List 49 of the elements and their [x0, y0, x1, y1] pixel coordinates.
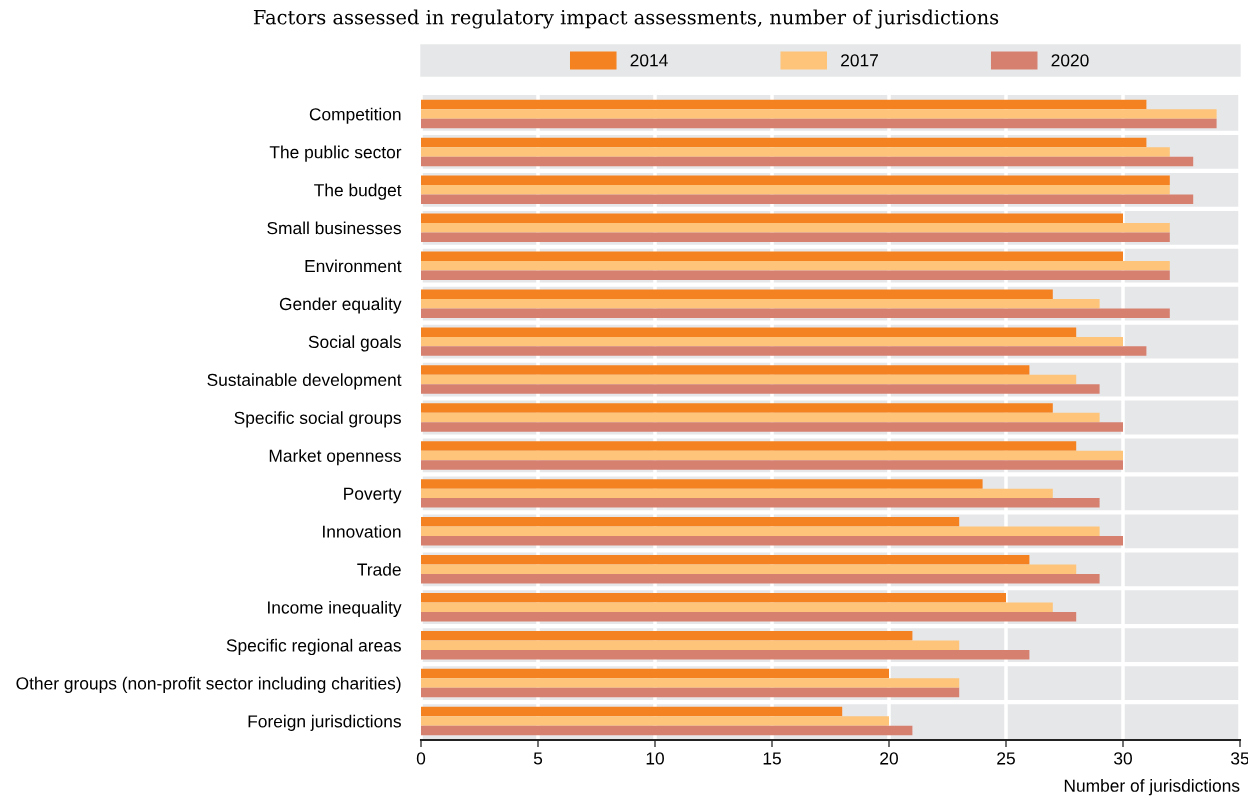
y-tick-label: Other groups (non-profit sector including charities) [16, 676, 401, 693]
y-tick-label: Competition [309, 107, 401, 124]
bar [421, 223, 1170, 233]
bar [421, 336, 1123, 347]
bar [421, 99, 1147, 110]
bar [421, 450, 1123, 461]
bar [421, 185, 1170, 195]
x-axis-title: Number of jurisdictions [1064, 779, 1240, 796]
legend-label: 2020 [1051, 54, 1089, 67]
bar [421, 526, 1100, 537]
bar [421, 374, 1077, 385]
y-tick-label: Environment [305, 259, 402, 273]
y-tick-label: Foreign jurisdictions [248, 714, 401, 731]
x-tick-label: 35 [1231, 752, 1248, 765]
bar [421, 298, 1100, 309]
chart-subtitle: Factors assessed in regulatory impact assessments, number of jurisdictions [253, 9, 999, 29]
bar [421, 725, 913, 736]
bar [421, 109, 1217, 119]
bar [421, 260, 1170, 271]
x-tick-label: 15 [763, 752, 781, 765]
y-tick-label: The budget [314, 183, 402, 200]
legend-label: 2014 [630, 54, 668, 67]
y-tick-label: The public sector [269, 145, 402, 162]
y-tick-label: Sustainable development [207, 373, 402, 390]
y-tick-label: Innovation [323, 525, 401, 538]
x-tick-label: 30 [1114, 752, 1132, 765]
x-tick-label: 0 [416, 752, 426, 765]
x-tick-label: 5 [533, 752, 543, 765]
bar [421, 147, 1170, 157]
x-tick-label: 25 [997, 752, 1015, 765]
y-tick-label: Market openness [269, 449, 401, 466]
bar [421, 488, 1053, 499]
legend-label: 2017 [841, 54, 878, 67]
y-tick-label: Trade [357, 562, 401, 576]
bar [421, 564, 1077, 575]
bar [421, 412, 1100, 423]
bar [421, 602, 1053, 612]
y-tick-label: Specific social groups [234, 411, 401, 428]
x-tick-label: 10 [646, 752, 664, 765]
y-tick-label: Poverty [344, 487, 402, 504]
bar [421, 678, 960, 688]
x-tick-label: 20 [880, 752, 898, 765]
y-tick-label: Gender equality [279, 297, 402, 314]
y-tick-label: Specific regional areas [226, 638, 401, 656]
bar [421, 640, 960, 650]
bar [421, 716, 889, 726]
y-tick-label: Income inequality [268, 600, 402, 618]
y-tick-label: Small businesses [267, 221, 401, 235]
y-tick-label: Social goals [308, 335, 401, 352]
